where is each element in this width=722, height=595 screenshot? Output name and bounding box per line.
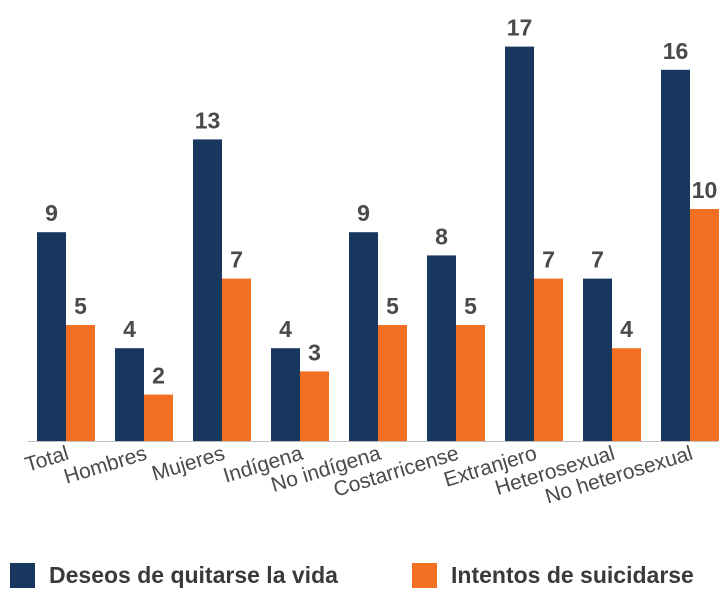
bar-hombres-series-1 [115,348,144,441]
value-label-hombres-series-1: 4 [123,316,136,342]
value-label-indigena-series-1: 4 [279,316,292,342]
value-label-indigena-series-2: 3 [308,339,321,365]
value-label-heterosexual-series-1: 7 [591,247,604,273]
value-label-total-series-1: 9 [45,200,58,226]
value-label-no-indigena-series-2: 5 [386,293,399,319]
bar-indigena-series-2 [300,371,329,441]
bar-no-indigena-series-2 [378,325,407,441]
value-label-hombres-series-2: 2 [152,363,165,389]
value-label-costarricense-series-2: 5 [464,293,477,319]
value-label-total-series-2: 5 [74,293,87,319]
bar-heterosexual-series-1 [583,278,612,441]
legend: Deseos de quitarse la vida Intentos de s… [10,562,720,592]
bar-mujeres-series-2 [222,278,251,441]
value-label-extranjero-series-1: 17 [507,15,533,41]
bars-group [37,46,719,442]
bar-extranjero-series-2 [534,278,563,441]
legend-item-deseos: Deseos de quitarse la vida [10,562,338,589]
bar-total-series-2 [66,325,95,441]
legend-item-intentos: Intentos de suicidarse [412,562,694,589]
bar-heterosexual-series-2 [612,348,641,441]
value-label-costarricense-series-1: 8 [435,223,448,249]
bar-costarricense-series-2 [456,325,485,441]
value-label-extranjero-series-2: 7 [542,247,555,273]
bar-no-indigena-series-1 [349,232,378,441]
legend-swatch-deseos [10,563,35,588]
bar-costarricense-series-1 [427,255,456,441]
category-label-hombres: Hombres [61,442,149,489]
value-label-no-heterosexual-series-2: 10 [692,177,718,203]
value-label-no-indigena-series-1: 9 [357,200,370,226]
legend-swatch-intentos [412,563,437,588]
value-label-mujeres-series-2: 7 [230,247,243,273]
value-label-heterosexual-series-2: 4 [620,316,633,342]
value-label-mujeres-series-1: 13 [195,107,221,133]
bar-extranjero-series-1 [505,46,534,441]
legend-label-intentos: Intentos de suicidarse [451,562,694,588]
bar-total-series-1 [37,232,66,441]
bar-mujeres-series-1 [193,139,222,441]
bar-no-heterosexual-series-1 [661,69,690,442]
bar-indigena-series-1 [271,348,300,441]
bar-hombres-series-2 [144,394,173,441]
category-label-mujeres: Mujeres [149,442,227,486]
bar-no-heterosexual-series-2 [690,209,719,441]
legend-label-deseos: Deseos de quitarse la vida [49,562,338,588]
value-label-no-heterosexual-series-1: 16 [663,38,689,64]
